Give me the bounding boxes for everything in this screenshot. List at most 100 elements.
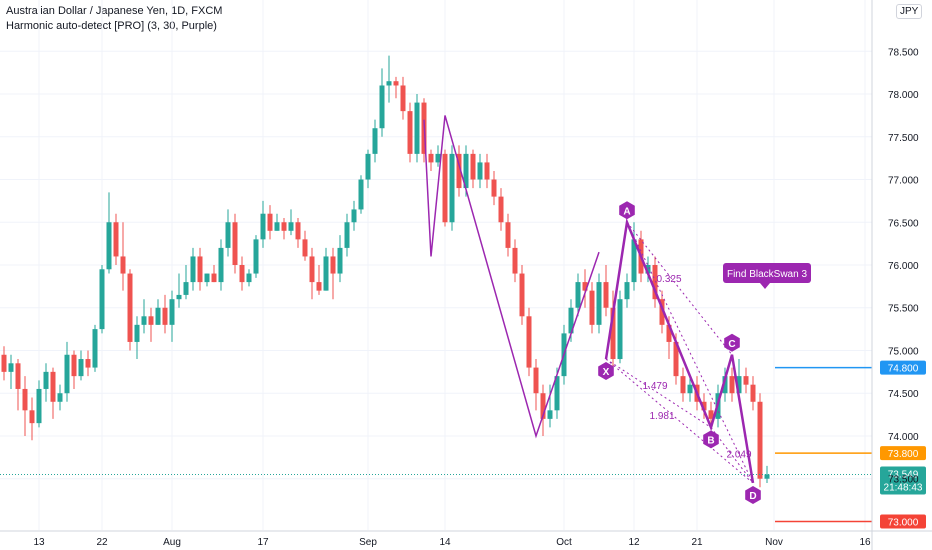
y-tick-label: 74.000 <box>888 432 919 443</box>
candle-25 <box>176 273 182 308</box>
current-price-label: 73.549 <box>888 470 919 481</box>
candle-21 <box>148 307 154 342</box>
x-tick-label: 12 <box>628 537 640 548</box>
svg-text:X: X <box>603 367 610 378</box>
candle-97 <box>680 367 686 402</box>
candle-18 <box>127 269 133 351</box>
candle-94 <box>659 290 665 334</box>
candle-16 <box>113 213 119 265</box>
chart-legend: Australian Dollar / Japanese Yen, 1D, FX… <box>6 4 222 34</box>
level-label-bg <box>880 360 926 375</box>
y-tick-label: 73.500 <box>888 475 919 486</box>
pattern-point-b: B <box>703 430 719 449</box>
candle-51 <box>358 175 364 214</box>
svg-text:A: A <box>623 206 630 217</box>
candle-108 <box>757 393 763 488</box>
candle-100 <box>701 393 707 419</box>
candle-70 <box>491 170 497 206</box>
candle-55 <box>386 55 392 103</box>
candle-36 <box>253 235 259 278</box>
candle-30 <box>211 265 217 283</box>
candle-85 <box>596 273 602 334</box>
candle-52 <box>365 149 371 189</box>
candle-14 <box>99 265 105 334</box>
x-tick-label: Sep <box>359 537 377 548</box>
candle-86 <box>603 265 609 317</box>
ratio-connector-0 <box>605 358 712 428</box>
candle-93 <box>652 256 658 308</box>
y-tick-label: 74.500 <box>888 389 919 400</box>
y-tick-label: 75.000 <box>888 346 919 357</box>
y-tick-label: 76.000 <box>888 261 919 272</box>
candle-0 <box>1 346 7 381</box>
candle-48 <box>337 235 343 283</box>
candle-9 <box>64 341 70 402</box>
ratio-label-3: 2.049 <box>726 449 751 460</box>
candle-43 <box>302 230 308 261</box>
svg-text:C: C <box>728 339 735 350</box>
pattern-point-a: A <box>619 201 635 220</box>
candle-24 <box>169 290 175 342</box>
x-tick-label: 16 <box>859 537 871 548</box>
prior-swing-line <box>423 115 600 439</box>
candle-12 <box>85 350 91 377</box>
candle-107 <box>750 376 756 411</box>
candle-6 <box>43 363 49 402</box>
candle-39 <box>274 213 280 231</box>
svg-text:B: B <box>707 435 714 446</box>
candle-2 <box>15 359 21 411</box>
candle-3 <box>22 376 28 436</box>
candle-58 <box>407 102 413 163</box>
candle-57 <box>400 76 406 120</box>
candles <box>1 55 770 488</box>
level-label-bg <box>880 514 926 529</box>
candle-35 <box>246 269 252 287</box>
candle-106 <box>743 367 749 394</box>
candle-46 <box>323 247 329 291</box>
candle-61 <box>428 149 434 171</box>
current-price-badge <box>880 466 926 495</box>
ratio-label-2: 1.981 <box>649 411 674 422</box>
candle-73 <box>512 239 518 283</box>
candle-49 <box>344 213 350 257</box>
ratio-connector-4 <box>626 222 754 484</box>
y-tick-label: 78.500 <box>888 47 919 58</box>
candle-92 <box>645 256 651 283</box>
candle-8 <box>57 384 63 411</box>
candle-28 <box>197 247 203 291</box>
candle-76 <box>533 359 539 411</box>
level-label: 74.800 <box>888 364 919 375</box>
candle-71 <box>498 188 504 231</box>
candle-67 <box>470 149 476 189</box>
candle-20 <box>141 299 147 334</box>
candle-41 <box>288 209 294 236</box>
candle-38 <box>267 205 273 240</box>
x-tick-label: 14 <box>439 537 451 548</box>
ratio-label-0: 0.325 <box>656 274 681 285</box>
candle-11 <box>78 350 84 381</box>
candle-88 <box>617 290 623 364</box>
candle-33 <box>232 213 238 274</box>
x-tick-label: 13 <box>33 537 45 548</box>
candle-47 <box>330 247 336 300</box>
candle-34 <box>239 256 245 291</box>
candle-10 <box>71 350 77 389</box>
ratio-connector-2 <box>605 358 754 484</box>
candle-26 <box>183 265 189 300</box>
x-tick-label: 22 <box>96 537 108 548</box>
candle-87 <box>610 290 616 368</box>
candle-98 <box>687 376 693 402</box>
candle-68 <box>477 153 483 189</box>
symbol-title: Australian Dollar / Japanese Yen, 1D, FX… <box>6 5 223 17</box>
candle-7 <box>50 367 56 419</box>
candle-84 <box>589 282 595 334</box>
currency-badge[interactable]: JPY <box>896 4 923 19</box>
candle-31 <box>218 239 224 291</box>
candle-64 <box>449 145 455 231</box>
candle-50 <box>351 200 357 231</box>
y-tick-label: 78.000 <box>888 90 919 101</box>
candle-27 <box>190 247 196 291</box>
candle-62 <box>435 145 441 167</box>
